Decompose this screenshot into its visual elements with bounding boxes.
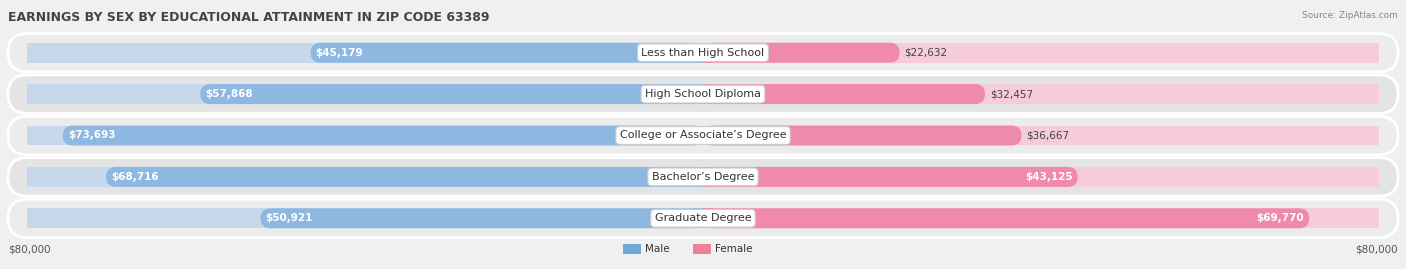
Text: $57,868: $57,868 <box>205 89 253 99</box>
Text: Male: Male <box>645 244 669 254</box>
FancyBboxPatch shape <box>703 84 986 104</box>
FancyBboxPatch shape <box>27 84 703 104</box>
Text: Source: ZipAtlas.com: Source: ZipAtlas.com <box>1302 11 1398 20</box>
FancyBboxPatch shape <box>703 126 1379 146</box>
FancyBboxPatch shape <box>703 208 1309 228</box>
FancyBboxPatch shape <box>63 126 703 146</box>
Bar <box>693 126 703 146</box>
FancyBboxPatch shape <box>703 43 1379 63</box>
FancyBboxPatch shape <box>8 199 1398 238</box>
Text: $80,000: $80,000 <box>8 244 51 254</box>
FancyBboxPatch shape <box>260 208 703 228</box>
Text: $43,125: $43,125 <box>1025 172 1073 182</box>
Bar <box>703 84 713 104</box>
Bar <box>703 208 713 228</box>
Bar <box>703 126 713 146</box>
Bar <box>693 84 703 104</box>
FancyBboxPatch shape <box>27 208 703 228</box>
Text: $69,770: $69,770 <box>1257 213 1305 223</box>
FancyBboxPatch shape <box>8 158 1398 196</box>
FancyBboxPatch shape <box>27 43 703 63</box>
FancyBboxPatch shape <box>8 116 1398 155</box>
Bar <box>693 43 703 63</box>
FancyBboxPatch shape <box>27 126 703 146</box>
Text: EARNINGS BY SEX BY EDUCATIONAL ATTAINMENT IN ZIP CODE 63389: EARNINGS BY SEX BY EDUCATIONAL ATTAINMEN… <box>8 11 489 24</box>
FancyBboxPatch shape <box>200 84 703 104</box>
Text: $50,921: $50,921 <box>266 213 314 223</box>
Bar <box>623 244 641 254</box>
FancyBboxPatch shape <box>311 43 703 63</box>
Bar <box>703 43 713 63</box>
Text: College or Associate’s Degree: College or Associate’s Degree <box>620 130 786 140</box>
Bar <box>703 167 713 187</box>
FancyBboxPatch shape <box>8 75 1398 113</box>
Text: $73,693: $73,693 <box>67 130 115 140</box>
Text: Bachelor’s Degree: Bachelor’s Degree <box>652 172 754 182</box>
FancyBboxPatch shape <box>703 167 1379 187</box>
Text: $22,632: $22,632 <box>904 48 948 58</box>
Text: $80,000: $80,000 <box>1355 244 1398 254</box>
FancyBboxPatch shape <box>703 43 900 63</box>
FancyBboxPatch shape <box>703 167 1077 187</box>
Bar <box>693 208 703 228</box>
Bar <box>693 244 711 254</box>
Text: $68,716: $68,716 <box>111 172 159 182</box>
Bar <box>693 167 703 187</box>
Text: $36,667: $36,667 <box>1026 130 1070 140</box>
FancyBboxPatch shape <box>703 126 1022 146</box>
FancyBboxPatch shape <box>703 208 1379 228</box>
Text: Graduate Degree: Graduate Degree <box>655 213 751 223</box>
Text: Less than High School: Less than High School <box>641 48 765 58</box>
FancyBboxPatch shape <box>27 167 703 187</box>
FancyBboxPatch shape <box>105 167 703 187</box>
Text: Female: Female <box>716 244 752 254</box>
FancyBboxPatch shape <box>8 34 1398 72</box>
FancyBboxPatch shape <box>703 84 1379 104</box>
Text: $32,457: $32,457 <box>990 89 1033 99</box>
Text: High School Diploma: High School Diploma <box>645 89 761 99</box>
Text: $45,179: $45,179 <box>315 48 363 58</box>
